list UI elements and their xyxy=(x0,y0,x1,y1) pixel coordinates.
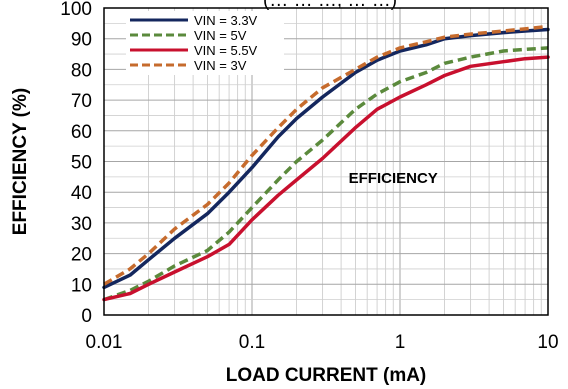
y-tick-label: 60 xyxy=(71,122,92,143)
legend-label: VIN = 3V xyxy=(194,58,247,73)
legend-label: VIN = 3.3V xyxy=(194,13,258,28)
y-tick-label: 50 xyxy=(71,153,92,174)
series-line-4 xyxy=(103,24,549,286)
y-tick-label: 80 xyxy=(71,60,92,81)
plot-frame xyxy=(103,7,549,316)
chart-annotation: EFFICIENCY xyxy=(349,170,438,187)
series-layer xyxy=(102,24,550,302)
series-line-2 xyxy=(103,46,549,302)
x-tick-label: 0.1 xyxy=(239,332,265,353)
clipped-title: (… … …, … …) xyxy=(263,0,397,11)
x-tick-label: 1 xyxy=(395,332,406,353)
legend-label: VIN = 5V xyxy=(194,28,247,43)
y-tick-label: 20 xyxy=(71,245,92,266)
y-tick-label: 10 xyxy=(71,275,92,296)
y-tick-label: 0 xyxy=(81,306,92,327)
y-tick-labels: 0 10 20 30 40 50 60 70 80 90 100 xyxy=(60,0,92,327)
legend-label: VIN = 5.5V xyxy=(194,43,258,58)
y-tick-label: 100 xyxy=(60,0,92,20)
y-tick-label: 30 xyxy=(71,214,92,235)
series-line-3 xyxy=(102,55,550,302)
legend-box xyxy=(126,11,284,75)
y-tick-label: 40 xyxy=(71,183,92,204)
x-tick-labels: 0.01 0.1 1 10 xyxy=(86,332,559,353)
y-axis-title: EFFICIENCY (%) xyxy=(10,88,31,235)
x-tick-label: 0.01 xyxy=(86,332,123,353)
x-tick-label: 10 xyxy=(537,332,558,353)
y-tick-label: 70 xyxy=(71,91,92,112)
x-axis-title: LOAD CURRENT (mA) xyxy=(226,365,427,386)
y-tick-label: 90 xyxy=(71,30,92,51)
